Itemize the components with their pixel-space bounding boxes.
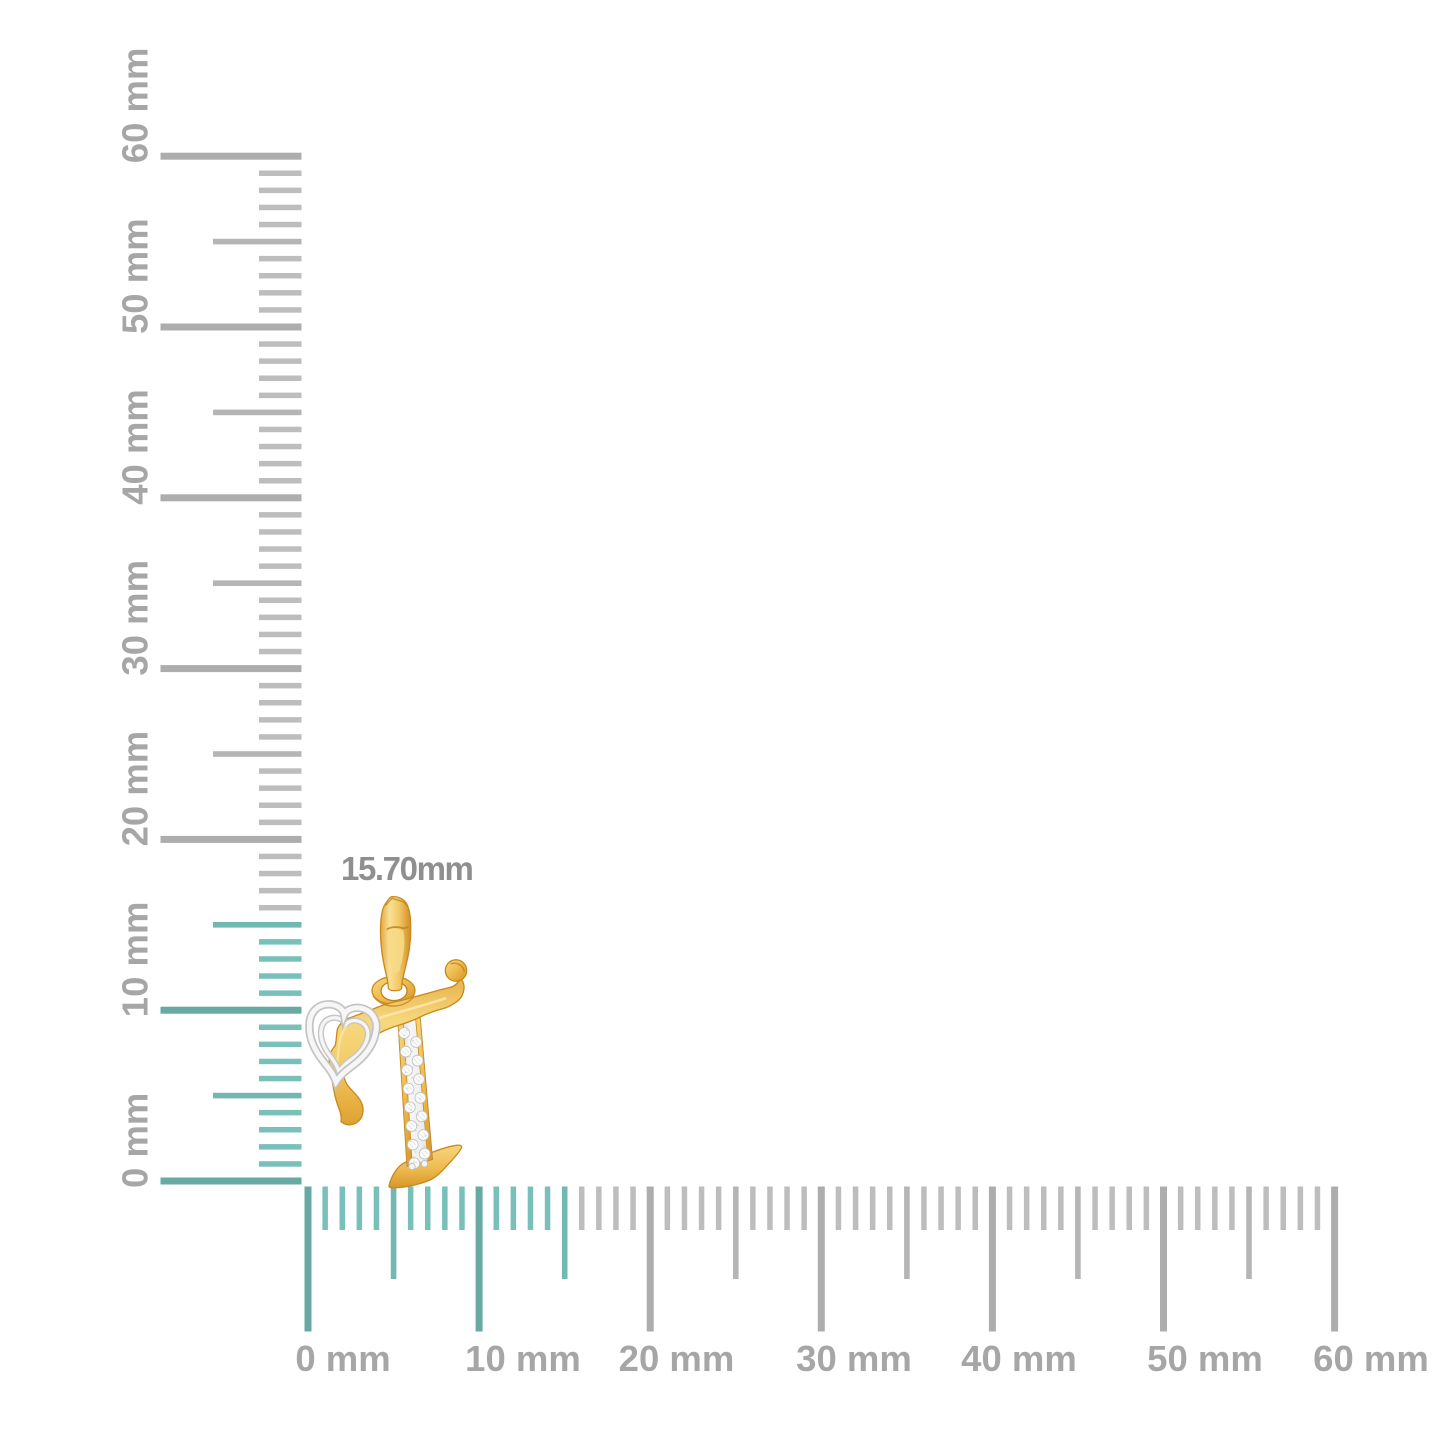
svg-text:0 mm: 0 mm (115, 1093, 156, 1188)
svg-text:30 mm: 30 mm (796, 1338, 912, 1379)
svg-text:50 mm: 50 mm (115, 218, 156, 334)
svg-text:60 mm: 60 mm (115, 48, 156, 164)
svg-text:15.70mm: 15.70mm (341, 850, 473, 887)
svg-text:40 mm: 40 mm (115, 389, 156, 505)
svg-text:20 mm: 20 mm (619, 1338, 735, 1379)
svg-text:40 mm: 40 mm (961, 1338, 1077, 1379)
svg-text:10 mm: 10 mm (465, 1338, 581, 1379)
svg-text:0 mm: 0 mm (295, 1338, 390, 1379)
svg-text:20 mm: 20 mm (115, 731, 156, 847)
svg-text:10 mm: 10 mm (115, 902, 156, 1018)
svg-text:50 mm: 50 mm (1147, 1338, 1263, 1379)
svg-text:30 mm: 30 mm (115, 560, 156, 676)
svg-text:60 mm: 60 mm (1313, 1338, 1429, 1379)
